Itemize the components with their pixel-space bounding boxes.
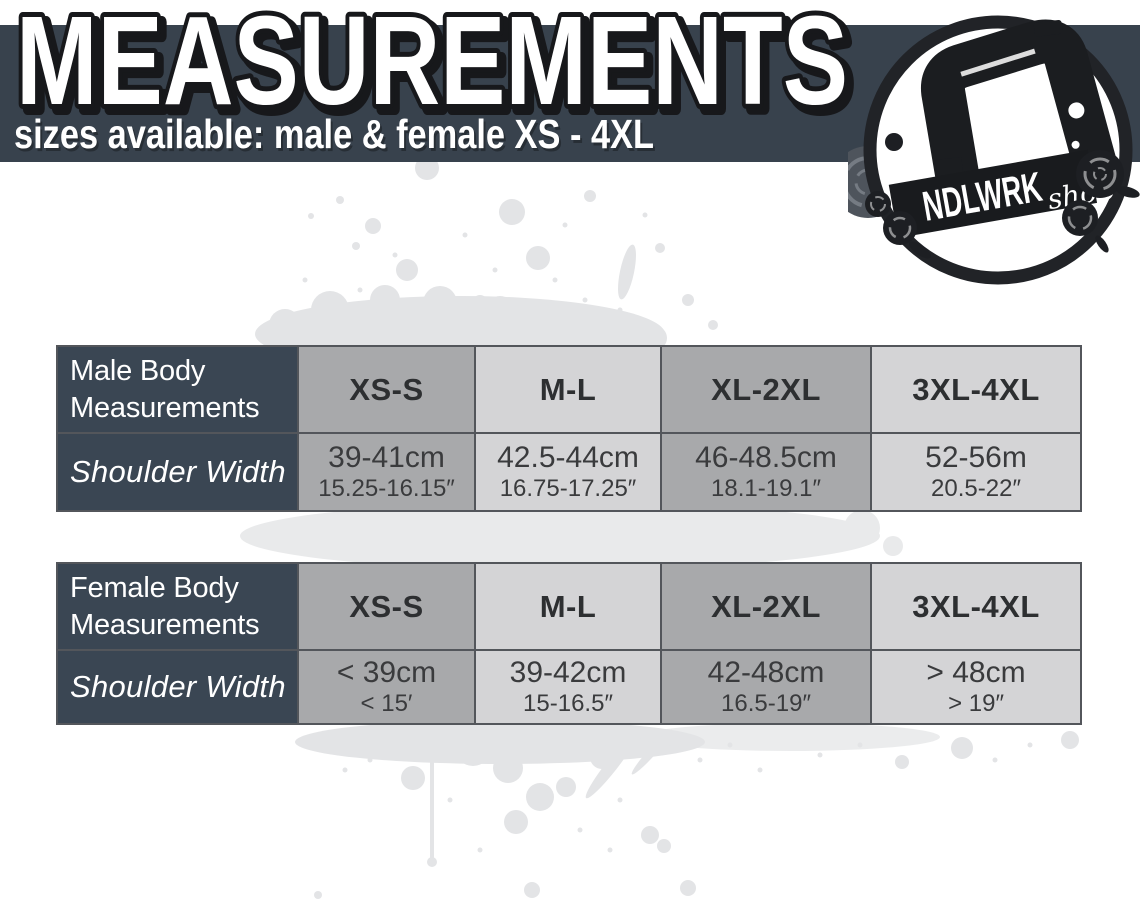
size-column-header-m-l: M-L — [476, 564, 660, 649]
measurement-row-label: Shoulder Width — [58, 651, 297, 723]
measurement-cell: 52-56m 20.5-22″ — [872, 434, 1080, 510]
measurement-row-label: Shoulder Width — [58, 434, 297, 510]
size-header-label: M-L — [539, 371, 597, 407]
table-title: Male Body Measurements — [58, 347, 297, 432]
measurement-cell: 46-48.5cm 18.1-19.1″ — [662, 434, 870, 510]
size-header-label: XL-2XL — [711, 371, 821, 407]
table-title-text: Male Body Measurements — [70, 354, 260, 424]
measurement-cell: < 39cm < 15′ — [299, 651, 474, 723]
value-cm: 46-48.5cm — [695, 441, 837, 475]
table-title: Female Body Measurements — [58, 564, 297, 649]
female-measurements-table: Female Body Measurements XS-S M-L XL-2XL… — [56, 562, 1082, 725]
row-label-text: Shoulder Width — [70, 669, 286, 704]
value-inches: < 15′ — [360, 690, 413, 717]
measurement-cell: 39-41cm 15.25-16.15″ — [299, 434, 474, 510]
rose-icon — [865, 133, 1140, 259]
size-header-label: 3XL-4XL — [912, 588, 1040, 624]
value-cm: > 48cm — [926, 656, 1026, 690]
value-inches: 15-16.5″ — [523, 690, 613, 717]
value-cm: 42-48cm — [707, 656, 825, 690]
size-header-label: XL-2XL — [711, 588, 821, 624]
value-inches: 20.5-22″ — [931, 475, 1021, 502]
table-title-text: Female Body Measurements — [70, 571, 260, 641]
value-inches: > 19″ — [948, 690, 1004, 717]
male-measurements-table: Male Body Measurements XS-S M-L XL-2XL 3… — [56, 345, 1082, 512]
value-inches: 15.25-16.15″ — [318, 475, 455, 502]
size-column-header-xs-s: XS-S — [299, 564, 474, 649]
value-cm: 52-56m — [925, 441, 1027, 475]
size-header-label: XS-S — [349, 371, 424, 407]
size-header-label: M-L — [539, 588, 597, 624]
size-column-header-xl-2xl: XL-2XL — [662, 347, 870, 432]
value-cm: < 39cm — [336, 656, 437, 690]
brand-logo: NDLWRK shop — [848, 15, 1140, 285]
value-inches: 18.1-19.1″ — [711, 475, 821, 502]
value-cm: 39-41cm — [328, 441, 445, 475]
value-cm: 39-42cm — [509, 656, 627, 690]
size-header-label: XS-S — [349, 588, 424, 624]
size-column-header-m-l: M-L — [476, 347, 660, 432]
size-column-header-xl-2xl: XL-2XL — [662, 564, 870, 649]
row-label-text: Shoulder Width — [70, 454, 286, 489]
value-inches: 16.5-19″ — [721, 690, 811, 717]
size-column-header-3xl-4xl: 3XL-4XL — [872, 564, 1080, 649]
measurement-cell: 42.5-44cm 16.75-17.25″ — [476, 434, 660, 510]
value-inches: 16.75-17.25″ — [499, 475, 637, 502]
value-cm: 42.5-44cm — [497, 441, 639, 475]
size-column-header-3xl-4xl: 3XL-4XL — [872, 347, 1080, 432]
size-header-label: 3XL-4XL — [912, 371, 1040, 407]
measurement-cell: > 48cm > 19″ — [872, 651, 1080, 723]
measurement-cell: 39-42cm 15-16.5″ — [476, 651, 660, 723]
size-column-header-xs-s: XS-S — [299, 347, 474, 432]
measurement-cell: 42-48cm 16.5-19″ — [662, 651, 870, 723]
